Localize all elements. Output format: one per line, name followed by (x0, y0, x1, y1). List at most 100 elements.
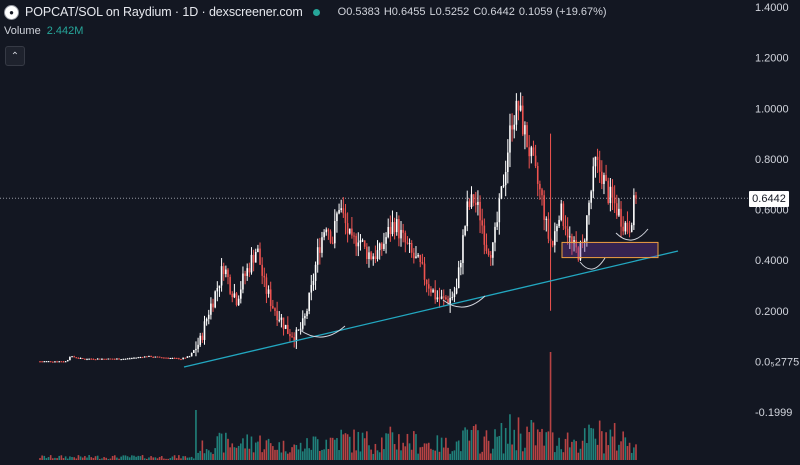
volume-bar (577, 452, 580, 460)
volume-bar (618, 444, 620, 460)
volume-bar (254, 442, 257, 460)
candle-body (534, 155, 537, 167)
volume-bar (246, 434, 249, 460)
volume-bar (521, 451, 524, 460)
bottom-arc-marker (442, 295, 486, 308)
volume-bar (139, 456, 142, 460)
candle-body (366, 246, 368, 259)
volume-bar (562, 452, 565, 460)
candle-body (363, 240, 366, 247)
collapse-legend-button[interactable]: ⌃ (5, 46, 25, 66)
low-value: L0.5252 (429, 6, 470, 18)
volume-bar (628, 442, 631, 460)
volume-bar (116, 457, 118, 460)
candle-body (212, 303, 214, 308)
candle-body (408, 243, 411, 245)
candle-body (203, 321, 206, 340)
volume-bar (474, 424, 477, 460)
volume-bar (274, 449, 276, 460)
candle-body (229, 277, 231, 294)
candle-body (432, 289, 434, 293)
candle-body (615, 203, 618, 216)
candle-body (635, 195, 637, 199)
volume-bar (267, 438, 270, 460)
volume-bar (507, 443, 509, 460)
candle-body (573, 240, 575, 244)
open-value: O0.5383 (337, 6, 380, 18)
volume-bar (252, 452, 255, 460)
candle-body (49, 361, 52, 363)
volume-bar (338, 450, 340, 460)
candle-body (124, 358, 127, 360)
volume-value: 2.442M (46, 25, 84, 37)
volume-bar (75, 458, 78, 460)
volume-bar (432, 449, 434, 460)
volume-bar (58, 455, 61, 460)
bottom-arc-marker (299, 325, 346, 338)
popcat-logo-icon: ● (4, 4, 19, 20)
candle-body (598, 160, 601, 172)
volume-bar (633, 447, 635, 460)
volume-bar (485, 430, 488, 460)
volume-bar (56, 458, 58, 460)
volume-bar (220, 433, 223, 460)
volume-bar (438, 451, 441, 460)
candle-body (118, 358, 120, 360)
volume-bar (160, 456, 163, 460)
candle-body (308, 292, 310, 312)
candle-body (519, 105, 522, 111)
candle-body (122, 358, 125, 360)
candle-body (415, 256, 417, 259)
volume-bar (494, 429, 496, 460)
volume-bar (310, 449, 313, 460)
volume-bar (551, 432, 554, 460)
price-axis: 1.4000 1.2000 1.0000 0.8000 0.6000 0.4000 0.20… (755, 2, 799, 419)
volume-bar (370, 449, 372, 460)
candle-body (434, 289, 436, 300)
volume-bar (609, 429, 612, 460)
volume-bar (413, 431, 415, 460)
candle-body (154, 356, 157, 358)
volume-bar (84, 456, 86, 460)
candle-body (267, 289, 270, 294)
volume-bar (590, 427, 592, 460)
candle-body (329, 231, 332, 243)
candle-body (254, 251, 257, 263)
volume-bar (237, 445, 240, 460)
candle-body (62, 361, 65, 363)
y-tick-label: 1.0000 (755, 103, 789, 115)
candle-body (436, 297, 439, 300)
candle-body (39, 361, 41, 363)
candle-body (231, 293, 234, 298)
volume-bar (466, 429, 469, 460)
candle-body (410, 243, 413, 253)
volume-bar (398, 434, 400, 460)
volume-bar (575, 441, 577, 460)
volume-bar (583, 428, 586, 460)
candle-body (116, 358, 118, 360)
volume-bar (197, 452, 199, 460)
candle-body (507, 152, 509, 173)
candle-body (88, 358, 90, 360)
volume-bar (137, 455, 140, 460)
volume-bar (96, 455, 99, 460)
candle-body (539, 183, 541, 190)
candle-body (240, 289, 242, 299)
volume-bar (630, 452, 633, 460)
volume-bar (532, 422, 535, 460)
candle-body (387, 226, 390, 238)
volume-bar (143, 458, 146, 460)
candle-body (227, 269, 229, 278)
candle-body (528, 147, 530, 157)
volume-bar (193, 458, 195, 460)
candle-body (380, 243, 383, 250)
candle-body (81, 357, 84, 359)
candle-body (163, 357, 165, 359)
candle-body (284, 324, 287, 329)
candle-body (618, 208, 620, 216)
candle-body (440, 296, 443, 299)
candle-body (481, 220, 483, 226)
bottom-arc-marker (579, 257, 606, 270)
